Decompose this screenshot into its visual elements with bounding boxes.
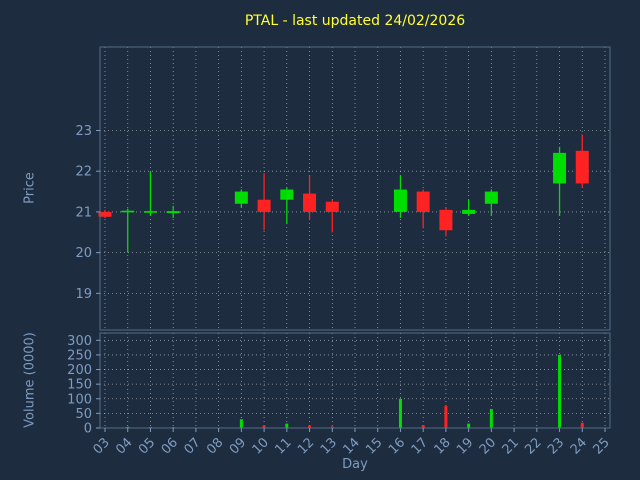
candle-body <box>143 211 157 213</box>
price-panel-border <box>99 46 611 331</box>
price-tick-label: 19 <box>75 287 92 302</box>
candle-body <box>553 152 567 184</box>
volume-bar <box>308 425 312 428</box>
candle-body <box>234 191 248 204</box>
volume-bar <box>262 425 266 428</box>
volume-tick-label: 200 <box>67 363 92 378</box>
candle-body <box>484 191 498 204</box>
volume-tick-label: 50 <box>75 407 92 422</box>
candle-body <box>575 150 589 184</box>
price-tick-label: 21 <box>75 205 92 220</box>
candle-body <box>416 191 430 212</box>
volume-bar <box>444 406 448 428</box>
candle-body <box>439 209 453 231</box>
volume-bar <box>398 398 402 428</box>
candle-body <box>280 189 294 200</box>
volume-bar <box>467 423 471 428</box>
price-axis-label: Price <box>22 172 38 204</box>
volume-bar <box>558 354 562 428</box>
candle-body <box>325 201 339 212</box>
volume-bar <box>421 425 425 428</box>
candle-body <box>98 211 112 217</box>
volume-bar <box>239 419 243 428</box>
price-tick-label: 20 <box>75 246 92 261</box>
volume-tick-label: 150 <box>67 378 92 393</box>
candle-body <box>166 211 180 214</box>
volume-bar <box>580 422 584 428</box>
volume-bar <box>330 426 334 428</box>
price-tick-label: 22 <box>75 165 92 180</box>
volume-tick-label: 250 <box>67 348 92 363</box>
volume-bar <box>126 426 130 428</box>
volume-bar <box>285 423 289 428</box>
candle-body <box>393 189 407 212</box>
candle-body <box>121 210 135 213</box>
candle-body <box>257 199 271 212</box>
price-tick-label: 23 <box>75 124 92 139</box>
x-axis-label: Day <box>342 457 368 472</box>
volume-axis-label: Volume (0000) <box>22 332 38 428</box>
volume-tick-label: 300 <box>67 334 92 349</box>
candle-body <box>462 209 476 214</box>
candle-body <box>303 193 317 212</box>
volume-tick-label: 100 <box>67 392 92 407</box>
chart-title: PTAL - last updated 24/02/2026 <box>244 13 466 29</box>
volume-tick-label: 0 <box>84 422 92 437</box>
volume-bar <box>489 409 493 428</box>
